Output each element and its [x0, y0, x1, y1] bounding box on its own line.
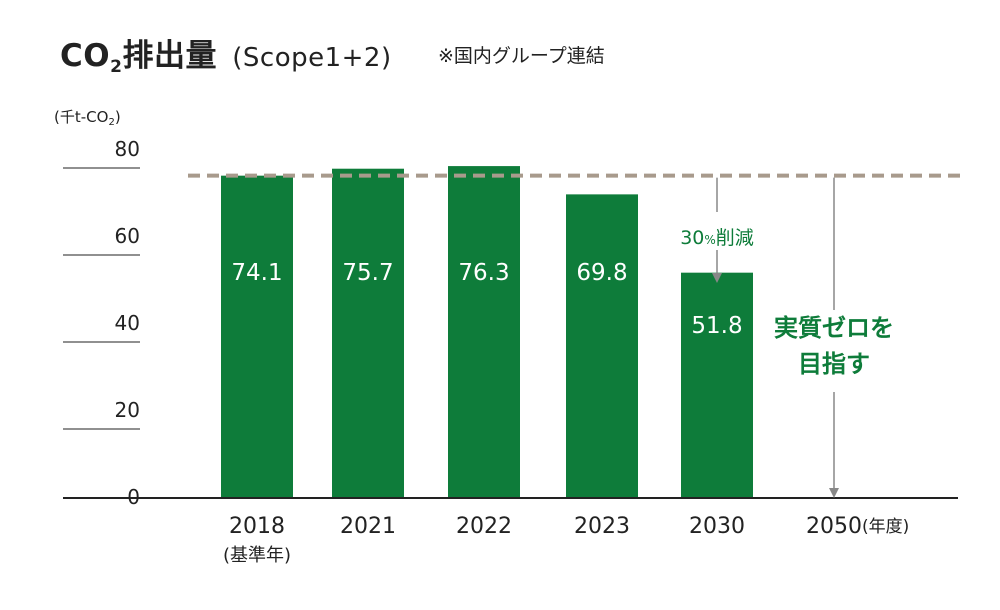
data-label-2021: 75.7 — [342, 260, 393, 286]
x-tick-label-2021: 2021 — [340, 514, 396, 539]
bar-2018 — [221, 175, 293, 499]
bar-2021 — [332, 168, 404, 498]
net-zero-goal-line2: 目指す — [798, 350, 870, 378]
zero-arrow-head — [829, 488, 839, 498]
y-tick-label: 40 — [115, 311, 140, 335]
bar-2022 — [448, 166, 520, 498]
x-tick-label-2030: 2030 — [689, 514, 745, 539]
data-label-2018: 74.1 — [231, 260, 282, 286]
reduction-arrow-head — [712, 273, 722, 283]
chart-title: CO2排出量 (Scope1+2) — [60, 38, 392, 77]
y-tick-label: 80 — [115, 137, 140, 161]
reduction-annotation: 30%削減 — [680, 227, 754, 249]
x-axis-unit: (年度) — [862, 517, 909, 537]
x-tick-sublabel: (基準年) — [223, 545, 291, 566]
scope-note: ※国内グループ連結 — [438, 45, 605, 67]
x-tick-label-2022: 2022 — [456, 514, 512, 539]
y-tick-label: 20 — [115, 398, 140, 422]
data-label-2023: 69.8 — [576, 260, 627, 286]
data-label-2030: 51.8 — [691, 313, 742, 339]
x-tick-label-2050: 2050 — [806, 514, 862, 539]
bar-2023 — [566, 194, 638, 498]
net-zero-goal-line1: 実質ゼロを — [774, 314, 894, 342]
x-tick-label-2018: 2018 — [229, 514, 285, 539]
x-tick-label-2023: 2023 — [574, 514, 630, 539]
y-axis-unit: (千t-CO2) — [54, 108, 121, 128]
y-tick-label: 60 — [115, 224, 140, 248]
bar-2030 — [681, 272, 753, 498]
data-label-2022: 76.3 — [458, 260, 509, 286]
